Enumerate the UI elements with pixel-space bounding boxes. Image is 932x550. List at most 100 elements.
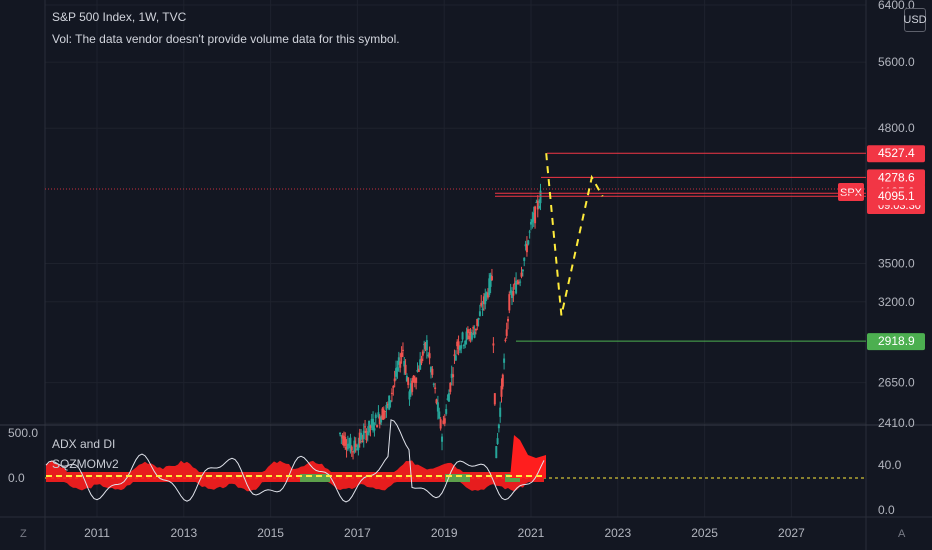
candle-body bbox=[339, 432, 342, 435]
candle-body bbox=[370, 418, 373, 427]
candle-body bbox=[382, 409, 385, 420]
level-label-bg bbox=[867, 188, 925, 206]
candle-body bbox=[504, 339, 507, 341]
sqz-indicator-label[interactable]: SQZMOMv2 bbox=[52, 457, 119, 471]
price-tick-label: 3200.0 bbox=[878, 295, 915, 309]
candle-body bbox=[411, 380, 414, 392]
candle-body bbox=[365, 430, 368, 441]
candle-body bbox=[485, 292, 488, 298]
auto-scale-button[interactable]: A bbox=[898, 528, 906, 540]
price-tick-label: 2410.0 bbox=[878, 416, 915, 430]
price-tick-label: 3500.0 bbox=[878, 256, 915, 270]
candle-body bbox=[511, 291, 514, 298]
indicator-left-tick: 0.0 bbox=[8, 471, 25, 485]
candle-body bbox=[362, 430, 365, 440]
time-tick-label: 2013 bbox=[170, 526, 197, 540]
candle-body bbox=[520, 272, 523, 277]
candle-body bbox=[449, 382, 452, 392]
candle-body bbox=[364, 426, 367, 428]
candle-body bbox=[457, 341, 460, 350]
candle-body bbox=[340, 435, 343, 437]
candle-body bbox=[505, 329, 508, 336]
candle-body bbox=[458, 346, 461, 351]
candle-body bbox=[464, 340, 467, 345]
candle-body bbox=[346, 443, 349, 450]
candle-body bbox=[404, 364, 407, 374]
candle-body bbox=[497, 424, 500, 429]
indicator-group: 500.0 0.0 40.0 0.0 bbox=[8, 419, 902, 517]
candle-body bbox=[400, 352, 403, 358]
candle-body bbox=[348, 443, 351, 446]
candle-body bbox=[413, 378, 416, 383]
candle-body bbox=[450, 373, 453, 378]
candle-body bbox=[397, 357, 400, 365]
momentum-spike bbox=[510, 435, 546, 478]
candle-body bbox=[420, 358, 423, 364]
candle-body bbox=[393, 378, 396, 382]
candle-body bbox=[369, 425, 372, 428]
candle-body bbox=[378, 416, 381, 425]
candle-body bbox=[488, 278, 491, 296]
candle-body bbox=[358, 432, 361, 444]
zoom-reset-button[interactable]: Z bbox=[20, 528, 27, 540]
candle-body bbox=[443, 418, 446, 424]
price-tick-label: 5600.0 bbox=[878, 55, 915, 69]
candle-body bbox=[439, 419, 442, 429]
candle-body bbox=[495, 446, 498, 459]
candle-body bbox=[466, 329, 469, 333]
volume-note: Vol: The data vendor doesn't provide vol… bbox=[52, 32, 400, 46]
candle-body bbox=[372, 418, 375, 431]
candle-body bbox=[341, 435, 344, 439]
candle-body bbox=[461, 332, 464, 340]
candle-body bbox=[366, 432, 369, 436]
candle-body bbox=[481, 308, 484, 311]
candle-body bbox=[374, 414, 377, 419]
candle-body bbox=[513, 283, 516, 285]
candle-body bbox=[484, 293, 487, 305]
time-tick-label: 2027 bbox=[778, 526, 805, 540]
adx-indicator-label[interactable]: ADX and DI bbox=[52, 437, 116, 451]
candle-body bbox=[380, 417, 383, 423]
candle-body bbox=[456, 341, 459, 347]
candle-body bbox=[465, 331, 468, 341]
candle-body bbox=[396, 367, 399, 371]
candle-body bbox=[486, 292, 489, 298]
time-tick-label: 2025 bbox=[691, 526, 718, 540]
candle-body bbox=[353, 440, 356, 452]
chart-title: S&P 500 Index, 1W, TVC bbox=[52, 10, 187, 24]
candle-body bbox=[345, 447, 348, 450]
candle-body bbox=[384, 410, 387, 412]
candle-body bbox=[412, 375, 415, 382]
candle-body bbox=[472, 327, 475, 329]
candle-body bbox=[469, 331, 472, 336]
candle-body bbox=[432, 383, 435, 385]
candle-body bbox=[532, 212, 535, 221]
candle-body bbox=[446, 398, 449, 400]
candle-body bbox=[478, 311, 481, 316]
candle-body bbox=[517, 281, 520, 284]
candle-body bbox=[509, 290, 512, 293]
candle-body bbox=[538, 206, 541, 209]
currency-badge[interactable]: USD bbox=[903, 8, 927, 32]
candle-body bbox=[438, 411, 441, 419]
momentum-green-segment bbox=[445, 474, 470, 482]
candle-body bbox=[519, 281, 522, 283]
candle-body bbox=[360, 432, 363, 440]
candle-body bbox=[470, 332, 473, 340]
candle-body bbox=[477, 317, 480, 320]
candle-body bbox=[527, 240, 530, 245]
candle-body bbox=[436, 402, 439, 412]
candle-body bbox=[373, 428, 376, 431]
candle-body bbox=[399, 361, 402, 368]
candle-body bbox=[427, 354, 430, 357]
candle-body bbox=[342, 435, 345, 446]
level-price-label: 4095.1 bbox=[878, 189, 915, 203]
momentum-green-segment bbox=[300, 474, 330, 482]
time-tick-label: 2021 bbox=[518, 526, 545, 540]
level-label-bg bbox=[867, 333, 925, 351]
candle-body bbox=[356, 448, 359, 451]
candle-body bbox=[435, 399, 438, 404]
candle-body bbox=[503, 358, 506, 363]
